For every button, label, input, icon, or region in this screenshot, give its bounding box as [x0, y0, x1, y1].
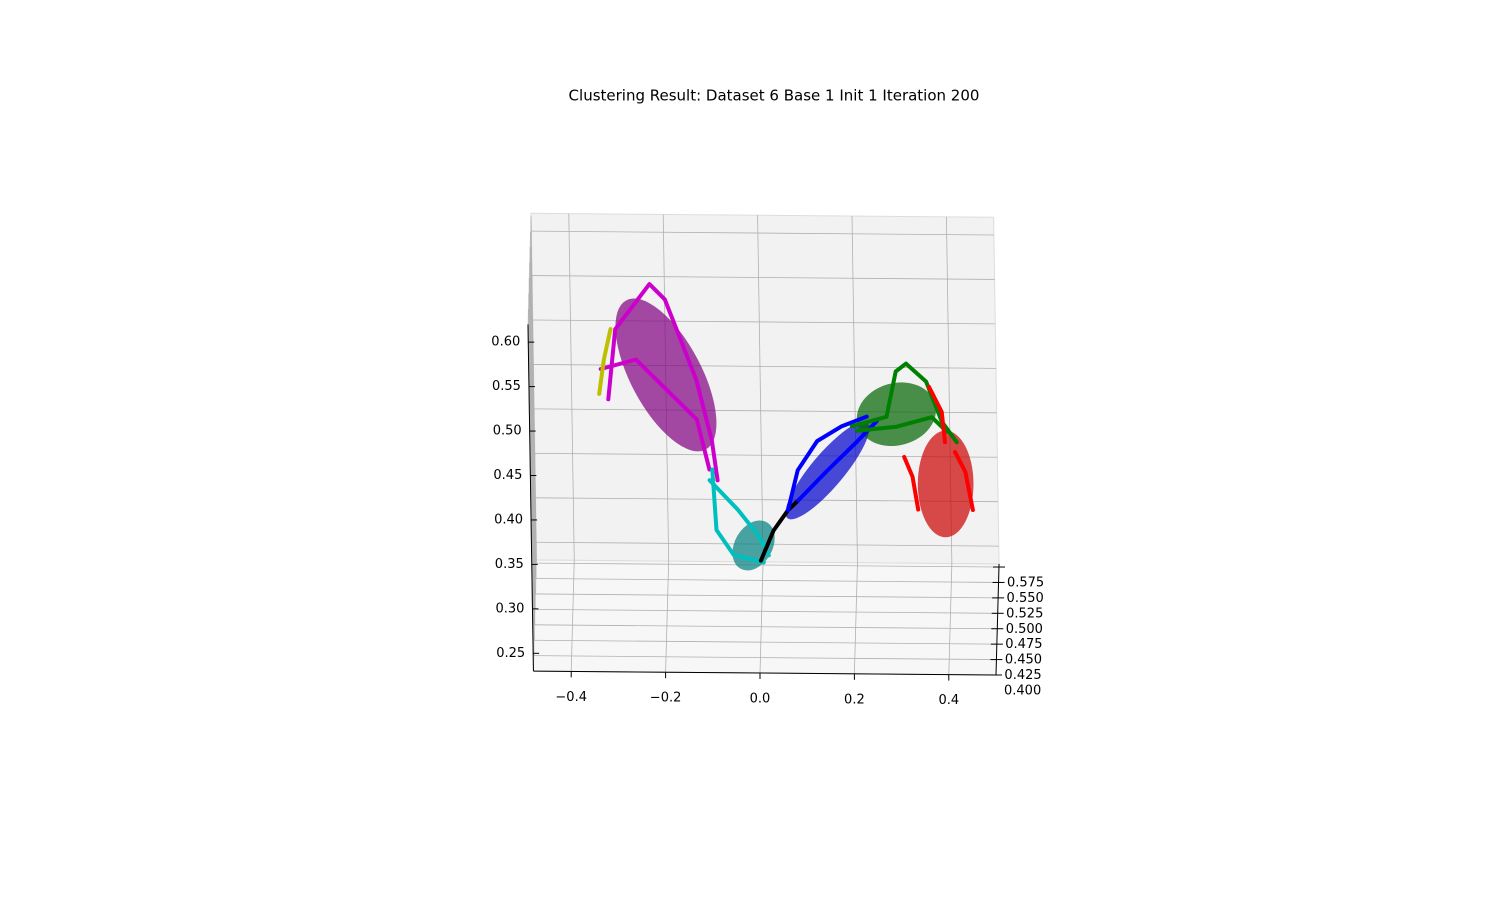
x-axis: [533, 670, 997, 676]
grid-line: [535, 578, 999, 583]
z-tick-label: 0.50: [493, 424, 522, 439]
grid-line: [757, 215, 764, 562]
z-tick-label: 0.60: [491, 335, 520, 350]
grid-line: [529, 319, 534, 432]
grid-line: [532, 542, 537, 654]
y-tick-label: 0.475: [1005, 637, 1042, 652]
cluster-ellipsoid: [917, 430, 974, 538]
trajectory: [855, 415, 949, 434]
grid-line: [532, 319, 996, 325]
z-tick-label: 0.35: [495, 557, 524, 572]
z-tick-label: 0.30: [496, 601, 525, 616]
y-axis: [995, 563, 1000, 676]
y-tick-label: 0.500: [1006, 622, 1043, 637]
grid-line: [527, 231, 532, 343]
grid-line: [534, 639, 997, 645]
x-tick-label: −0.2: [650, 691, 682, 706]
trajectory: [710, 467, 766, 565]
y-tick-label: 0.550: [1007, 591, 1044, 606]
x-tick-label: 0.2: [844, 692, 865, 707]
z-tick-label: 0.55: [492, 379, 521, 394]
grid-line: [530, 408, 535, 520]
trajectory: [902, 455, 921, 512]
grid-line: [533, 655, 997, 660]
z-tick-label: 0.45: [493, 468, 522, 483]
x-tick-label: 0.0: [750, 692, 771, 707]
z-tick-label: 0.40: [494, 512, 523, 527]
trajectory: [953, 450, 975, 512]
y-tick-label: 0.425: [1004, 668, 1041, 683]
grid-line: [568, 213, 575, 561]
trajectory: [758, 498, 801, 563]
y-tick-label: 0.575: [1007, 576, 1044, 591]
grid-line: [535, 593, 999, 599]
grid-line: [531, 453, 536, 565]
x-tick-label: −0.4: [555, 690, 587, 705]
grid-line: [536, 562, 999, 568]
z-axis: [527, 324, 534, 672]
x-tick-label: 0.4: [938, 693, 959, 708]
y-tick-label: 0.525: [1006, 606, 1043, 621]
trajectory: [598, 357, 712, 472]
trajectory: [707, 478, 771, 558]
grid-line: [528, 275, 533, 387]
trajectory: [786, 414, 869, 513]
z-tick-label: 0.25: [496, 646, 525, 661]
grid-line: [531, 230, 994, 236]
grid-line: [532, 275, 995, 280]
grid-line: [851, 216, 858, 563]
trajectory: [927, 384, 947, 445]
grid-line: [534, 452, 998, 458]
grid-line: [534, 624, 998, 630]
trajectory: [597, 327, 613, 396]
trajectory: [606, 282, 720, 483]
y-tick-label: 0.400: [1004, 684, 1041, 699]
chart-title: Clustering Result: Dataset 6 Base 1 Init…: [569, 87, 980, 105]
grid-line: [535, 608, 998, 614]
grid-line: [529, 364, 534, 476]
grid-line: [532, 497, 536, 609]
y-tick-label: 0.450: [1005, 653, 1042, 668]
